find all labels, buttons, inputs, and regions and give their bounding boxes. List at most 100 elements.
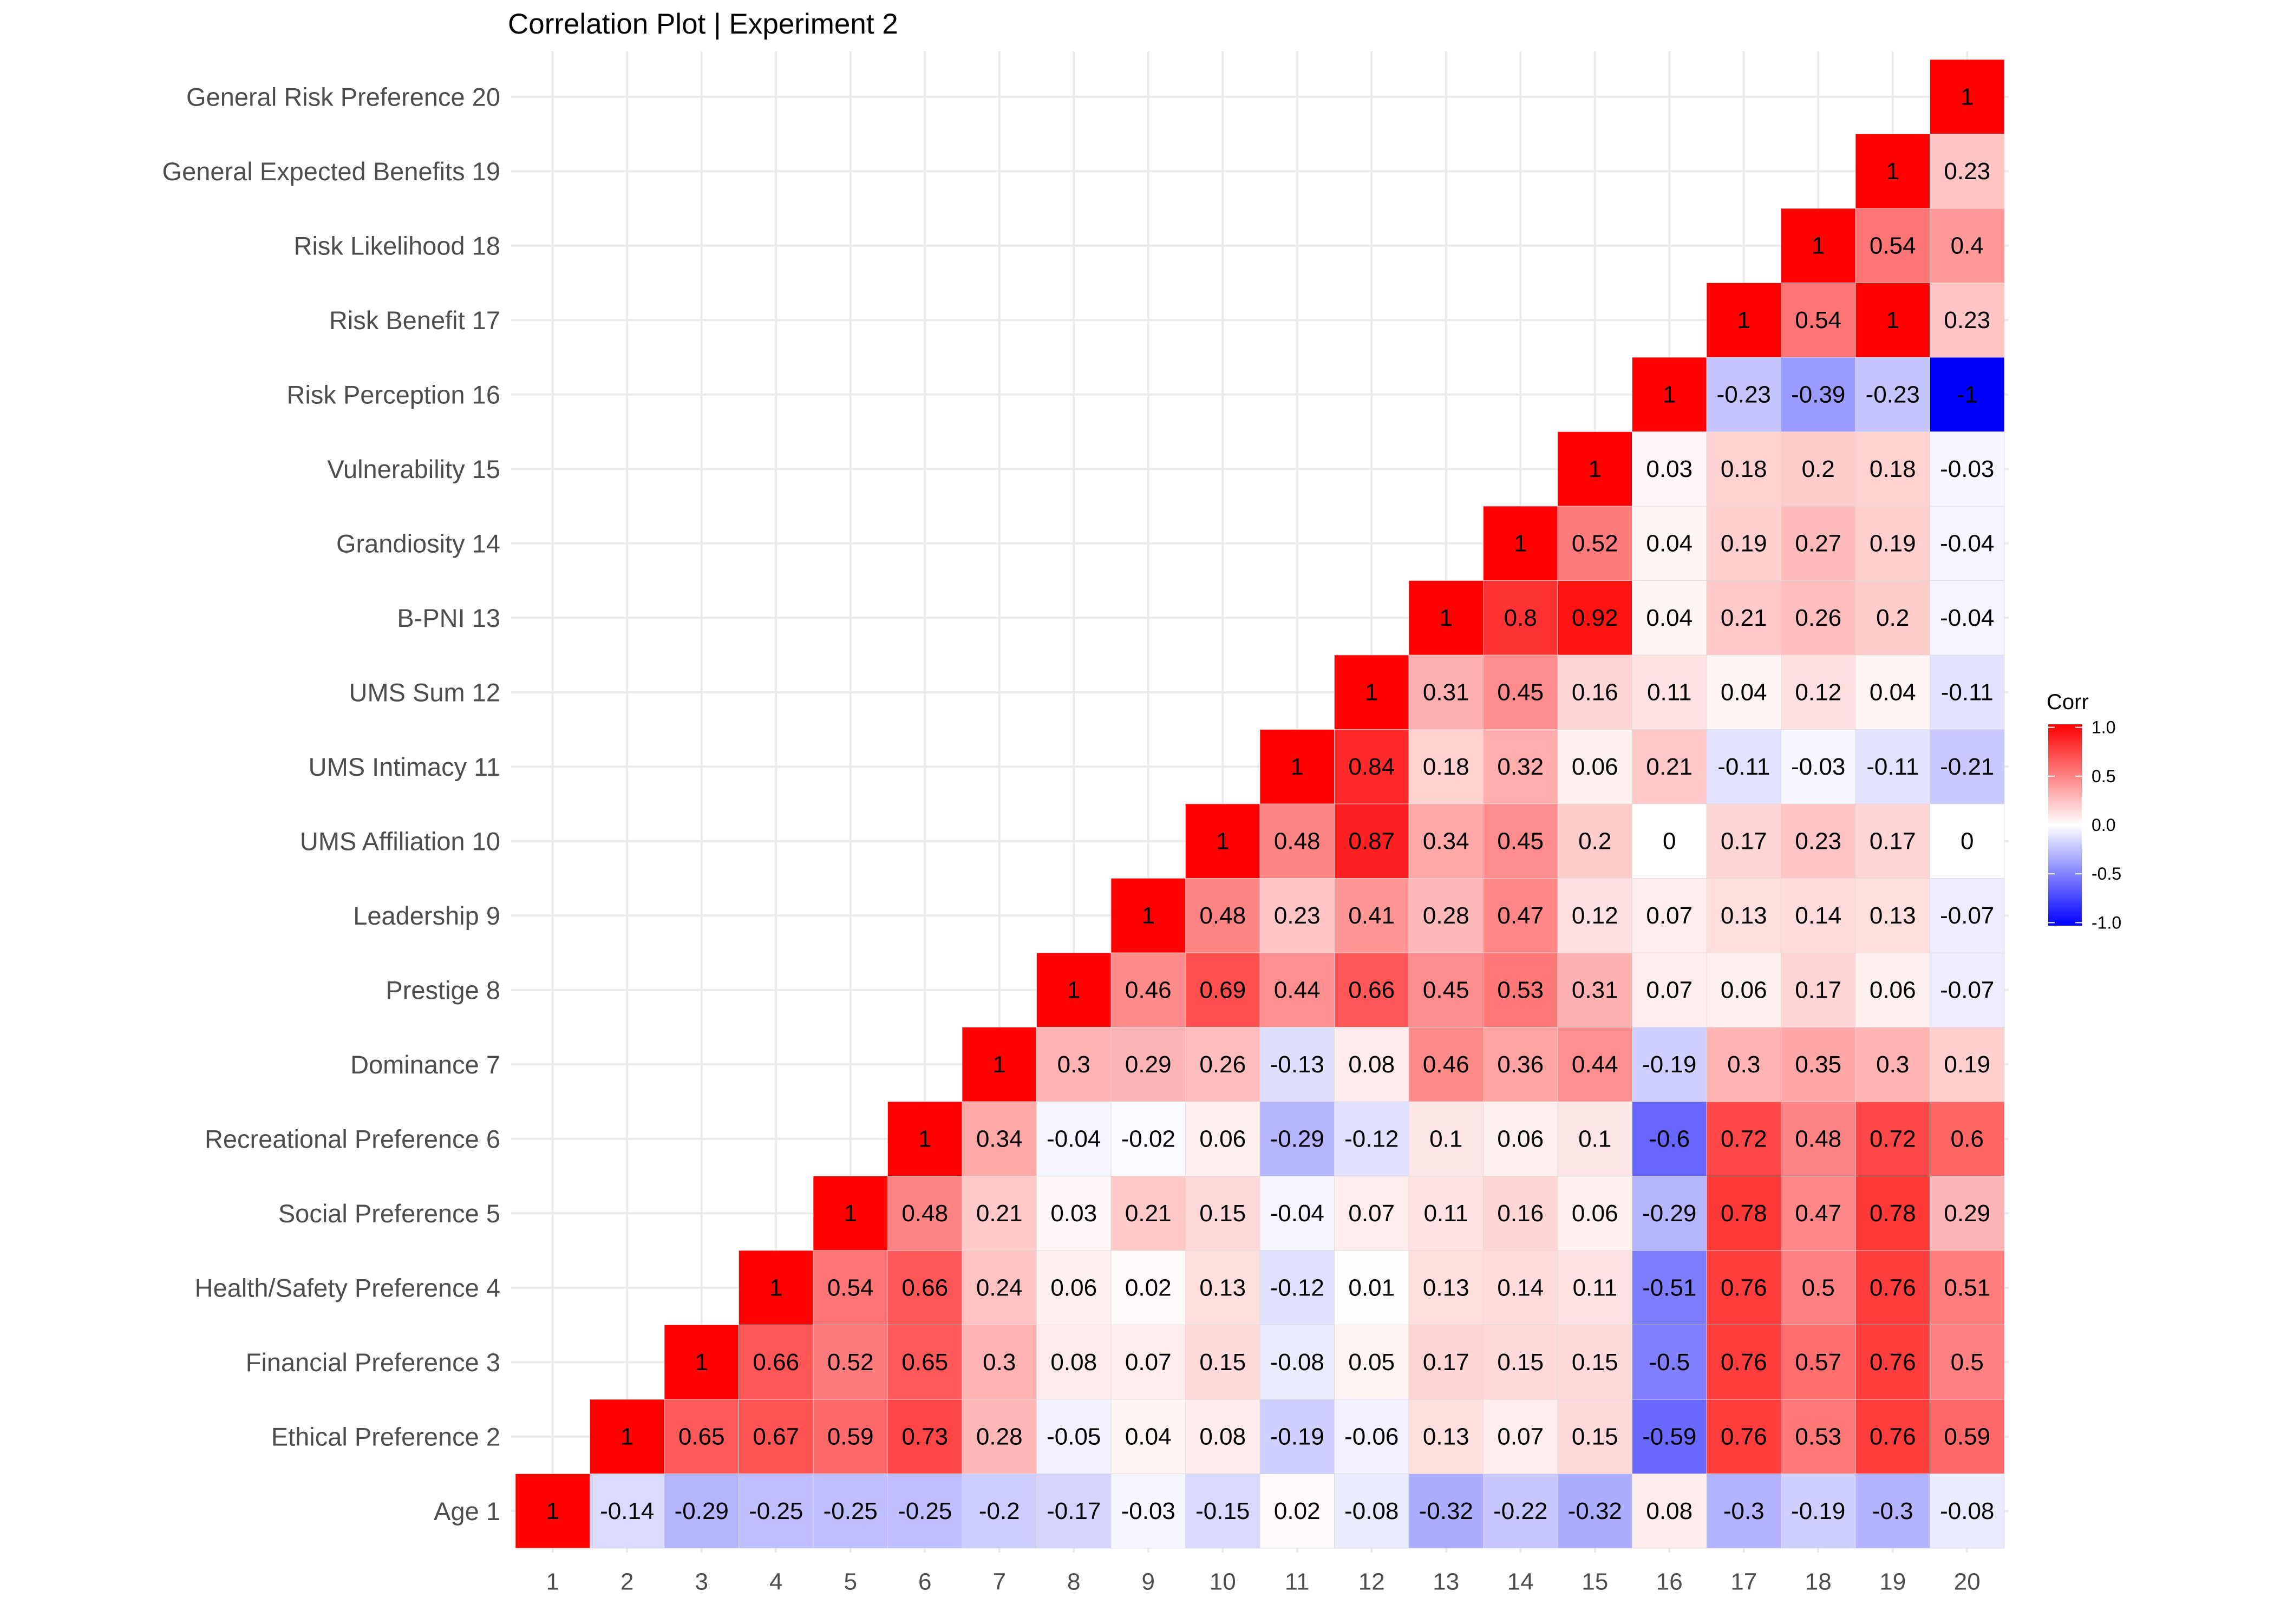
heatmap-cell [1706, 654, 1781, 730]
cell-value-label: 0.72 [1721, 1125, 1767, 1152]
heatmap-cell [1110, 1325, 1186, 1400]
heatmap-cell [1408, 1176, 1484, 1251]
cell-value-label: 0.07 [1646, 977, 1693, 1003]
cell-value-label: 0.6 [1951, 1125, 1984, 1152]
y-tick-label: Recreational Preference 6 [205, 1124, 500, 1153]
chart-title: Correlation Plot | Experiment 2 [508, 8, 898, 40]
heatmap-cell [1259, 1101, 1335, 1176]
heatmap-cell [664, 1325, 739, 1400]
heatmap-cell [1781, 431, 1856, 507]
heatmap-cell [1930, 1399, 2005, 1474]
cell-value-label: -0.29 [1642, 1200, 1696, 1227]
cell-value-label: -0.15 [1195, 1498, 1250, 1524]
heatmap-cell [1781, 729, 1856, 804]
heatmap-cell [1855, 1176, 1930, 1251]
cell-value-label: 0.26 [1795, 605, 1841, 631]
cell-value-label: -0.04 [1940, 530, 1994, 556]
cell-value-label: 0.06 [1572, 754, 1618, 780]
heatmap-cell [1855, 283, 1930, 358]
heatmap-cell [1632, 1474, 1707, 1549]
heatmap-cell [1334, 878, 1409, 953]
heatmap-cell [1557, 1027, 1632, 1102]
cell-value-label: 0.18 [1870, 456, 1916, 482]
heatmap-cell [1036, 1399, 1112, 1474]
cell-value-label: 0.65 [901, 1349, 948, 1376]
heatmap-cell [1408, 1101, 1484, 1176]
cell-value-label: 0.17 [1721, 828, 1767, 854]
heatmap-cell [1483, 580, 1558, 656]
cell-value-label: 0.73 [901, 1423, 948, 1450]
cell-value-label: 0.36 [1497, 1051, 1544, 1078]
legend-tick-label: 1.0 [2092, 718, 2115, 737]
cell-value-label: 0.84 [1348, 754, 1395, 780]
heatmap-cell [1632, 952, 1707, 1027]
cell-value-label: 0.27 [1795, 530, 1841, 556]
cell-value-label: 0.13 [1199, 1274, 1246, 1301]
heatmap-cell [962, 1101, 1037, 1176]
heatmap-cell [1706, 952, 1781, 1027]
heatmap-cell [1334, 803, 1409, 879]
cell-value-label: 0.31 [1572, 977, 1618, 1003]
cell-value-label: 0.45 [1497, 679, 1544, 705]
cell-value-label: 1 [1440, 605, 1453, 631]
heatmap-cell [1036, 1325, 1112, 1400]
cell-value-label: 1 [1365, 679, 1378, 705]
cell-value-label: 0.05 [1348, 1349, 1395, 1376]
heatmap-cell [1334, 1250, 1409, 1325]
cell-value-label: 1 [546, 1498, 559, 1524]
heatmap-cell [962, 1176, 1037, 1251]
heatmap-cell [1259, 1250, 1335, 1325]
cell-value-label: -0.07 [1940, 977, 1994, 1003]
heatmap-cell [1781, 878, 1856, 953]
cell-value-label: -0.08 [1940, 1498, 1994, 1524]
heatmap-cell [1334, 1325, 1409, 1400]
heatmap-cell [1036, 1027, 1112, 1102]
cell-value-label: 0.04 [1646, 530, 1693, 556]
cell-value-label: 0.03 [1646, 456, 1693, 482]
heatmap-cell [1781, 580, 1856, 656]
heatmap-cell [887, 1176, 963, 1251]
heatmap-cell [887, 1399, 963, 1474]
heatmap-cell [1706, 1399, 1781, 1474]
heatmap-cell [1855, 357, 1930, 432]
heatmap-cell [887, 1101, 963, 1176]
cell-value-label: -0.14 [600, 1498, 654, 1524]
cell-value-label: 0.54 [1795, 307, 1841, 333]
heatmap-cell [1483, 1325, 1558, 1400]
legend-tick-label: -0.5 [2092, 864, 2121, 883]
heatmap-cell [1706, 1250, 1781, 1325]
heatmap-cell [1557, 952, 1632, 1027]
cell-value-label: 0.23 [1795, 828, 1841, 854]
cell-value-label: 0.48 [1199, 902, 1246, 929]
axes: Age 1 Ethical Preference 2 Financial Prefe… [162, 82, 1981, 1595]
heatmap-cell [1632, 1325, 1707, 1400]
heatmap-cell [1557, 1399, 1632, 1474]
heatmap-cell [1632, 357, 1707, 432]
cell-value-label: 1 [993, 1051, 1006, 1078]
cell-value-label: 0.3 [1057, 1051, 1090, 1078]
cell-value-label: 0.21 [1721, 605, 1767, 631]
cell-value-label: 0.2 [1578, 828, 1611, 854]
heatmap-cell [1706, 431, 1781, 507]
heatmap-cell [1930, 952, 2005, 1027]
heatmap-cell [962, 1325, 1037, 1400]
x-tick-label: 4 [769, 1569, 782, 1595]
cell-value-label: 0.19 [1870, 530, 1916, 556]
cell-value-label: -0.03 [1791, 754, 1845, 780]
heatmap-cell [1781, 506, 1856, 581]
heatmap-cell [1632, 1101, 1707, 1176]
y-tick-label: Vulnerability 15 [327, 455, 500, 483]
heatmap-cell [813, 1250, 888, 1325]
cell-value-label: 0.18 [1423, 754, 1469, 780]
cell-value-label: 1 [1291, 754, 1304, 780]
cell-value-label: 0.23 [1944, 158, 1990, 185]
cell-value-label: 0.21 [976, 1200, 1023, 1227]
cell-value-label: 0.08 [1646, 1498, 1693, 1524]
heatmap-cell [1855, 1399, 1930, 1474]
cell-value-label: 0.13 [1721, 902, 1767, 929]
heatmap-cell [1930, 431, 2005, 507]
heatmap-cell [1185, 1101, 1260, 1176]
cell-value-label: -1 [1957, 381, 1978, 408]
heatmap-cell [1110, 1027, 1186, 1102]
heatmap-cell [1334, 654, 1409, 730]
